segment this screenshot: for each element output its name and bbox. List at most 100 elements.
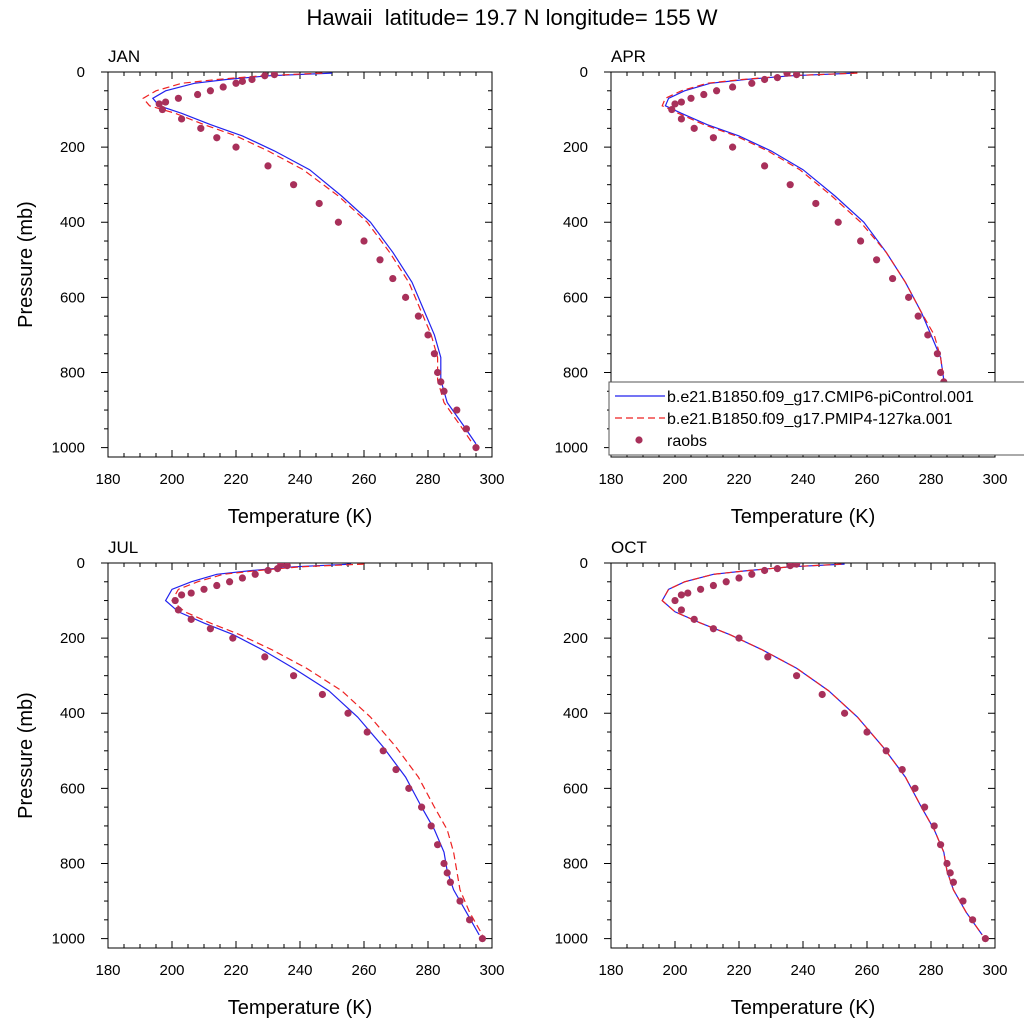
raobs-marker [232, 143, 240, 151]
y-tick-label: 200 [563, 139, 588, 156]
y-tick-label: 400 [60, 705, 85, 722]
raobs-marker [914, 312, 922, 320]
raobs-marker [434, 368, 442, 377]
raobs-marker [472, 444, 480, 452]
x-tick-label: 220 [223, 471, 248, 488]
raobs-marker [748, 570, 756, 578]
raobs-marker [943, 859, 951, 868]
x-tick-label: 200 [662, 962, 687, 979]
raobs-marker [376, 256, 384, 264]
cmip6-picontrol-line [664, 72, 980, 445]
pmip4-127ka-line [661, 72, 980, 445]
series-group [164, 563, 486, 943]
raobs-marker [453, 406, 461, 414]
panel-label: JUL [108, 538, 138, 557]
raobs-marker [690, 124, 698, 132]
raobs-marker [882, 747, 890, 755]
raobs-marker [761, 75, 769, 84]
x-tick-label: 220 [726, 471, 751, 488]
x-axis-title: Temperature (K) [228, 997, 373, 1019]
x-tick-label: 200 [159, 471, 184, 488]
raobs-marker [405, 784, 413, 792]
raobs-marker [466, 916, 474, 924]
raobs-marker [334, 218, 342, 226]
raobs-marker [677, 115, 686, 123]
x-tick-label: 180 [95, 962, 120, 979]
y-tick-label: 200 [60, 139, 85, 156]
raobs-marker [898, 765, 906, 774]
raobs-marker [668, 105, 676, 114]
x-tick-label: 240 [287, 962, 312, 979]
y-tick-label: 200 [60, 630, 85, 647]
raobs-marker [677, 98, 686, 106]
legend-label: raobs [667, 433, 707, 450]
legend-marker-raobs [635, 436, 643, 444]
raobs-marker [841, 709, 849, 717]
panel-apr: APR 180 200 220 240 260 280 300 0 200 400 600 800 100… [555, 47, 1008, 528]
y-axis-title: Pressure (mb) [15, 201, 37, 328]
raobs-marker [764, 653, 772, 661]
raobs-marker [924, 331, 932, 339]
raobs-marker [735, 634, 743, 642]
raobs-marker [174, 94, 182, 102]
plot-frame [107, 71, 493, 458]
raobs-marker [213, 134, 221, 142]
raobs-marker [446, 878, 454, 886]
y-tick-label: 400 [563, 705, 588, 722]
y-tick-label: 1000 [52, 440, 85, 457]
raobs-marker [748, 79, 756, 87]
raobs-marker [697, 585, 705, 593]
figure-title: Hawaii latitude= 19.7 N longitude= 155 W [306, 5, 718, 30]
series-group [142, 72, 480, 452]
y-tick-label: 0 [77, 64, 85, 81]
panel-label: APR [611, 47, 646, 66]
raobs-marker [933, 350, 942, 358]
raobs-marker [344, 709, 352, 717]
panel-jul: JUL 180 200 220 240 260 280 300 0 200 400 600 800 100… [15, 538, 505, 1019]
x-tick-label: 300 [982, 962, 1007, 979]
raobs-marker [200, 585, 208, 593]
cmip6-picontrol-line [661, 563, 983, 936]
raobs-marker [414, 312, 422, 320]
raobs-marker [440, 859, 448, 868]
raobs-marker [155, 100, 163, 108]
raobs-marker [229, 634, 237, 642]
raobs-marker [219, 83, 227, 91]
raobs-marker [921, 803, 929, 811]
y-axis-title: Pressure (mb) [15, 692, 37, 819]
raobs-marker [178, 591, 186, 599]
y-tick-label: 0 [580, 64, 588, 81]
y-tick-label: 1000 [555, 440, 588, 457]
raobs-marker [729, 143, 737, 151]
raobs-marker [911, 784, 919, 792]
raobs-marker [873, 256, 881, 264]
raobs-marker [315, 199, 323, 208]
plot-frame [610, 562, 996, 949]
x-axis-title: Temperature (K) [228, 506, 373, 528]
plot-frame [107, 562, 493, 949]
legend-label: b.e21.B1850.f09_g17.CMIP6-piControl.001 [667, 389, 974, 406]
cmip6-picontrol-line [151, 72, 477, 445]
cmip6-picontrol-line [164, 563, 480, 936]
raobs-marker [677, 591, 686, 599]
raobs-marker [786, 181, 794, 189]
raobs-marker [389, 274, 397, 283]
raobs-marker [194, 90, 202, 99]
raobs-marker [283, 563, 291, 570]
series-group [661, 72, 983, 452]
raobs-marker [261, 653, 269, 661]
x-tick-label: 260 [351, 962, 376, 979]
raobs-marker [187, 615, 195, 623]
y-tick-label: 1000 [52, 931, 85, 948]
raobs-marker [709, 581, 718, 590]
x-tick-label: 280 [918, 962, 943, 979]
x-tick-label: 260 [854, 962, 879, 979]
raobs-marker [981, 935, 990, 943]
y-tick-label: 0 [77, 555, 85, 572]
raobs-marker [206, 87, 214, 95]
x-tick-label: 240 [790, 471, 815, 488]
raobs-marker [206, 625, 214, 633]
raobs-marker [905, 293, 913, 301]
raobs-marker [834, 218, 842, 226]
y-tick-label: 400 [60, 214, 85, 231]
